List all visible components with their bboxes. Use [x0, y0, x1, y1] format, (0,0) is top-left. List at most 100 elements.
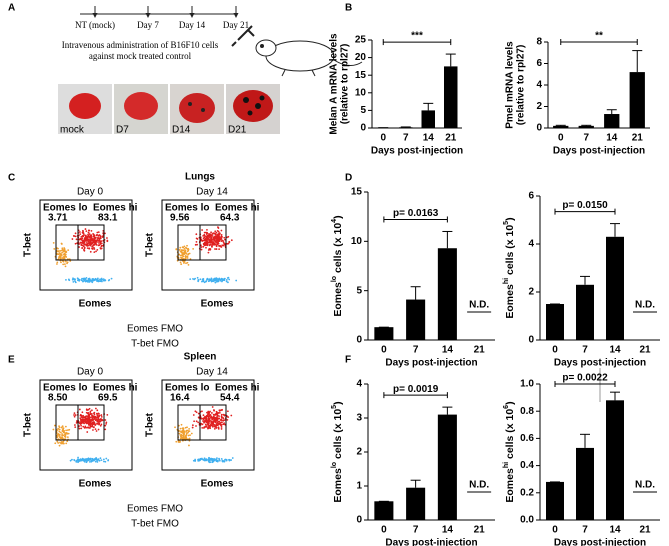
- flow-day: Day 14: [196, 367, 228, 378]
- flow-dot: [201, 229, 203, 231]
- flow-dot: [218, 422, 221, 425]
- x-tick-label: 21: [632, 133, 644, 144]
- flow-dot: [215, 248, 218, 250]
- flow-dot: [210, 243, 213, 246]
- flow-dot: [80, 279, 83, 282]
- flow-dot: [218, 248, 221, 250]
- flow-dot: [97, 237, 99, 240]
- flow-dot: [91, 425, 94, 428]
- flow-dot: [206, 411, 208, 414]
- flow-dot: [220, 236, 223, 238]
- flow-dot: [91, 281, 94, 284]
- arrow-head: [233, 13, 239, 18]
- x-axis-label: Days post-injection: [371, 146, 463, 157]
- flow-dot: [226, 410, 229, 413]
- flow-dot: [100, 415, 103, 418]
- flow-dot: [186, 257, 189, 259]
- y-tick-label: 0: [528, 335, 534, 346]
- y-axis-label-part: cells (x 10: [504, 409, 516, 462]
- flow-dot: [62, 440, 65, 443]
- flow-dot: [53, 424, 56, 427]
- flow-dot: [65, 442, 68, 445]
- flow-dot: [201, 417, 204, 420]
- y-axis-label-part: ): [504, 217, 516, 221]
- flow-dot: [209, 413, 212, 416]
- flow-dot: [98, 413, 100, 415]
- flow-dot: [182, 246, 185, 249]
- x-tick-label: 0: [552, 345, 558, 356]
- gate-label: Eomes lo: [165, 203, 209, 214]
- flow-dot: [195, 420, 198, 423]
- value-label: N.D.: [469, 300, 489, 311]
- flow-dot: [179, 434, 182, 437]
- flow-dot: [221, 280, 223, 283]
- y-tick-label: 3: [356, 413, 362, 424]
- flow-dot: [74, 232, 77, 235]
- arrow-head: [189, 13, 195, 18]
- flow-dot: [217, 242, 220, 245]
- flow-dot: [60, 242, 63, 245]
- flow-dot: [174, 426, 176, 429]
- flow-dot: [56, 261, 59, 264]
- flow-dot: [74, 424, 76, 426]
- flow-dot: [211, 425, 214, 428]
- sig-label: p= 0.0150: [562, 200, 608, 211]
- flow-dot: [99, 247, 102, 249]
- flow-dot: [228, 278, 231, 281]
- bar: [437, 248, 457, 340]
- flow-dot: [205, 239, 207, 241]
- flow-dot: [207, 427, 209, 430]
- flow-dot: [180, 256, 182, 259]
- flow-dot: [212, 416, 214, 419]
- y-axis-label-part: lo: [331, 462, 338, 468]
- flow-dot: [190, 432, 193, 435]
- flow-dot: [99, 424, 102, 427]
- flow-dot: [211, 459, 214, 462]
- flow-dot: [110, 277, 113, 280]
- flow-dot: [205, 458, 208, 461]
- flow-dot: [93, 251, 96, 254]
- flow-dot: [192, 459, 195, 462]
- y-tick-label: 6: [536, 58, 542, 69]
- flow-dot: [206, 231, 209, 234]
- bar: [606, 236, 624, 340]
- x-tick-label: 21: [639, 345, 651, 356]
- flow-dot: [66, 261, 69, 264]
- flow-dot: [87, 426, 89, 429]
- flow-dot: [74, 426, 77, 429]
- flow-dot: [95, 418, 98, 421]
- panel-letter: E: [8, 355, 15, 366]
- flow-dot: [81, 457, 84, 460]
- flow-dot: [216, 237, 219, 240]
- flow-dot: [72, 280, 75, 283]
- flow-dot: [102, 278, 105, 280]
- flow-dot: [61, 434, 63, 437]
- bar: [553, 125, 569, 128]
- flow-dot: [95, 234, 98, 237]
- flow-dot: [207, 235, 210, 238]
- flow-dot: [56, 263, 58, 265]
- flow-dot: [214, 233, 217, 235]
- flow-dot: [209, 423, 212, 426]
- flow-dot: [63, 263, 66, 266]
- y-tick-label: 5: [356, 285, 362, 296]
- flow-dot: [220, 277, 223, 280]
- flow-dot: [193, 420, 196, 423]
- flow-dot: [179, 254, 182, 257]
- flow-dot: [96, 248, 99, 251]
- flow-dot: [210, 234, 213, 237]
- flow-dot: [78, 279, 81, 282]
- flow-dot: [86, 418, 89, 421]
- flow-dot: [215, 418, 218, 421]
- flow-dot: [63, 256, 66, 259]
- flow-dot: [205, 280, 208, 283]
- flow-dot: [57, 250, 60, 253]
- flow-dot: [96, 414, 99, 417]
- flow-dot: [179, 246, 182, 249]
- flow-dot: [80, 235, 83, 238]
- flow-dot: [66, 429, 69, 431]
- flow-dot: [59, 431, 62, 434]
- x-tick-label: 21: [639, 525, 651, 536]
- x-tick-label: 0: [380, 133, 386, 144]
- gate-value: 54.4: [220, 393, 240, 404]
